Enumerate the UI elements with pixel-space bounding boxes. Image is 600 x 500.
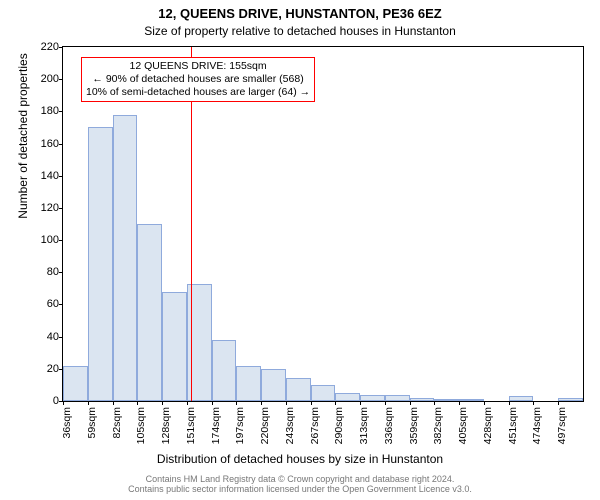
x-tick-mark (137, 401, 138, 405)
histogram-bar (236, 366, 261, 401)
x-tick-label: 290sqm (333, 407, 345, 444)
histogram-bar (459, 399, 484, 401)
y-axis-label: Number of detached properties (16, 0, 30, 313)
x-tick-mark (162, 401, 163, 405)
y-tick-mark (59, 79, 63, 80)
x-tick-label: 428sqm (482, 407, 494, 444)
histogram-bar (385, 395, 410, 401)
annotation-line: ← 90% of detached houses are smaller (56… (86, 73, 310, 86)
histogram-chart: 02040608010012014016018020022036sqm59sqm… (62, 46, 584, 402)
histogram-bar (410, 398, 435, 401)
annotation-line: 10% of semi-detached houses are larger (… (86, 86, 310, 99)
x-tick-label: 474sqm (531, 407, 543, 444)
x-tick-mark (261, 401, 262, 405)
attribution-line1: Contains HM Land Registry data © Crown c… (0, 474, 600, 484)
y-tick-mark (59, 240, 63, 241)
y-tick-mark (59, 111, 63, 112)
x-axis-label: Distribution of detached houses by size … (0, 452, 600, 466)
x-tick-mark (63, 401, 64, 405)
histogram-bar (162, 292, 187, 401)
x-tick-mark (434, 401, 435, 405)
annotation-box: 12 QUEENS DRIVE: 155sqm← 90% of detached… (81, 57, 315, 102)
x-tick-mark (212, 401, 213, 405)
histogram-bar (434, 399, 459, 401)
x-tick-label: 105sqm (135, 407, 147, 444)
x-tick-mark (459, 401, 460, 405)
x-tick-label: 382sqm (432, 407, 444, 444)
x-tick-label: 243sqm (284, 407, 296, 444)
page-title-subtitle: Size of property relative to detached ho… (0, 24, 600, 38)
x-tick-label: 497sqm (556, 407, 568, 444)
attribution-text: Contains HM Land Registry data © Crown c… (0, 474, 600, 494)
y-tick-mark (59, 208, 63, 209)
x-tick-mark (410, 401, 411, 405)
histogram-bar (113, 115, 138, 401)
y-tick-mark (59, 304, 63, 305)
histogram-bar (509, 396, 534, 401)
x-tick-mark (558, 401, 559, 405)
x-tick-label: 151sqm (185, 407, 197, 444)
x-tick-label: 82sqm (111, 407, 123, 439)
annotation-line: 12 QUEENS DRIVE: 155sqm (86, 60, 310, 73)
y-tick-mark (59, 337, 63, 338)
x-tick-label: 220sqm (259, 407, 271, 444)
x-tick-mark (385, 401, 386, 405)
x-tick-label: 197sqm (234, 407, 246, 444)
histogram-bar (311, 385, 336, 401)
histogram-bar (558, 398, 583, 401)
x-tick-label: 451sqm (507, 407, 519, 444)
x-tick-label: 128sqm (160, 407, 172, 444)
x-tick-label: 336sqm (383, 407, 395, 444)
histogram-bar (63, 366, 88, 401)
histogram-bar (137, 224, 162, 401)
y-tick-mark (59, 47, 63, 48)
x-tick-mark (311, 401, 312, 405)
y-tick-mark (59, 176, 63, 177)
x-tick-label: 405sqm (457, 407, 469, 444)
histogram-bar (286, 378, 311, 401)
x-tick-mark (335, 401, 336, 405)
x-tick-mark (533, 401, 534, 405)
x-tick-label: 59sqm (86, 407, 98, 439)
x-tick-mark (88, 401, 89, 405)
histogram-bar (261, 369, 286, 401)
x-tick-label: 267sqm (309, 407, 321, 444)
x-tick-mark (509, 401, 510, 405)
x-tick-label: 174sqm (210, 407, 222, 444)
histogram-bar (88, 127, 113, 401)
x-tick-mark (484, 401, 485, 405)
x-tick-mark (360, 401, 361, 405)
histogram-bar (212, 340, 237, 401)
histogram-bar (335, 393, 360, 401)
x-tick-mark (113, 401, 114, 405)
y-tick-mark (59, 272, 63, 273)
histogram-bar (360, 395, 385, 401)
x-tick-mark (286, 401, 287, 405)
x-tick-label: 359sqm (408, 407, 420, 444)
page-title-address: 12, QUEENS DRIVE, HUNSTANTON, PE36 6EZ (0, 6, 600, 21)
x-tick-label: 313sqm (358, 407, 370, 444)
y-tick-mark (59, 144, 63, 145)
x-tick-mark (236, 401, 237, 405)
x-tick-mark (187, 401, 188, 405)
attribution-line2: Contains public sector information licen… (0, 484, 600, 494)
x-tick-label: 36sqm (61, 407, 73, 439)
